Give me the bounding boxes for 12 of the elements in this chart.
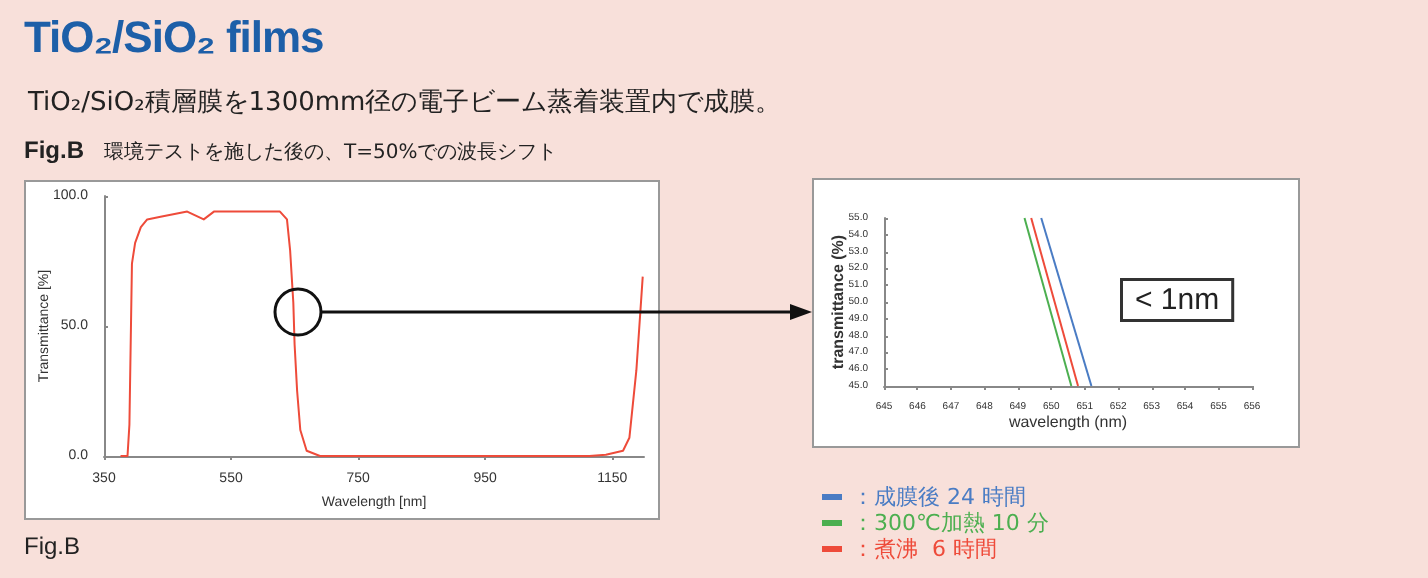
text: 環境テストを施した後の、T=50%での波長シフト bbox=[104, 142, 558, 164]
text: Fig.B bbox=[24, 136, 84, 164]
annotation: < 1nm bbox=[1135, 283, 1220, 317]
text: Fig.B bbox=[24, 532, 81, 560]
chart-title: TiO₂/SiO₂ films bbox=[24, 12, 324, 64]
legend-label: ：煮沸 6 時間 bbox=[852, 536, 997, 562]
chart-subtitle: TiO₂/SiO₂積層膜を1300mm径の電子ビーム蒸着装置内で成膜。 bbox=[28, 86, 782, 120]
legend-label: ：成膜後 24 時間 bbox=[852, 484, 1026, 510]
line-series bbox=[119, 210, 644, 457]
legend-label: ：300℃加熱 10 分 bbox=[852, 510, 1049, 536]
x-axis-title: wavelength (nm) bbox=[1006, 413, 1128, 431]
y-axis-title: transmittance (%) bbox=[829, 234, 847, 370]
